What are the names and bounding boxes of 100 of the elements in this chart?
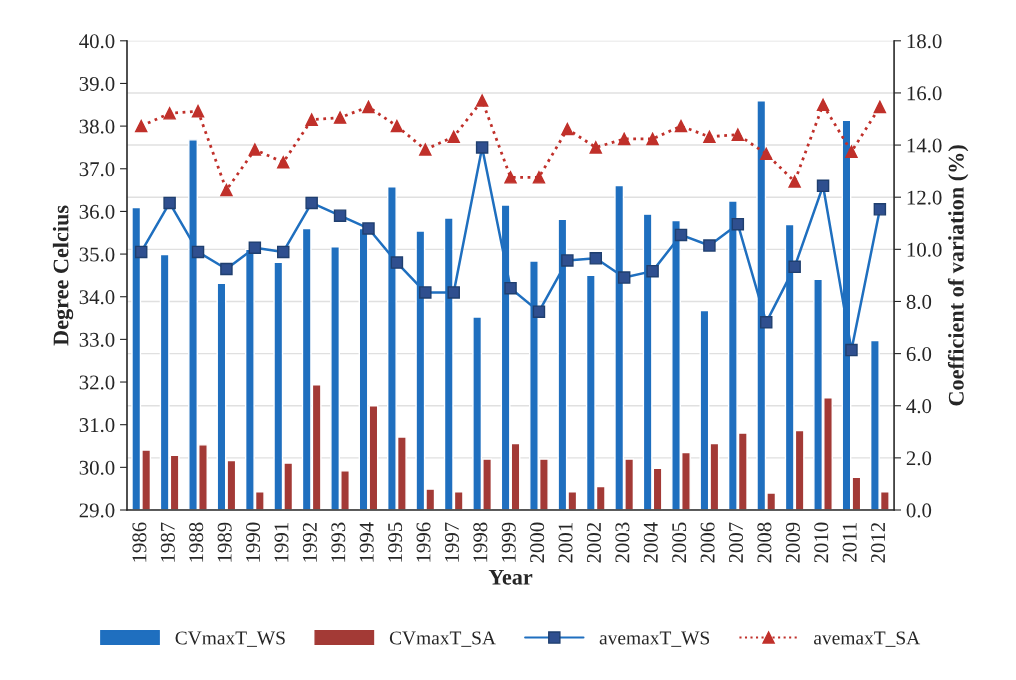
x-tick-label: 2003 [615, 522, 630, 563]
point [617, 271, 631, 284]
point [447, 130, 460, 144]
point [589, 252, 603, 265]
point [731, 217, 745, 231]
x-axis-title: Year [488, 569, 533, 585]
x-tick-label: 1988 [189, 522, 204, 562]
x-tick-label: 2000 [530, 522, 545, 563]
x-tick-label: 1989 [217, 522, 232, 562]
y2-tick-label: 6.0 [906, 346, 932, 362]
point [191, 104, 205, 118]
x-tick-label: 1994 [359, 522, 374, 562]
point [674, 119, 688, 133]
y2-tick-label: 8.0 [906, 294, 932, 309]
y-tick-label: 35.0 [79, 247, 115, 262]
point [703, 130, 716, 144]
x-tick-label: 2010 [814, 522, 829, 563]
point [305, 113, 318, 126]
point [646, 264, 659, 278]
point [845, 145, 858, 158]
point [390, 256, 404, 269]
y-tick-label: 37.0 [79, 162, 115, 177]
point [333, 209, 347, 222]
y-tick-label: 33.0 [79, 332, 115, 347]
x-tick-label: 1986 [132, 522, 147, 562]
x-tick-label: 1991 [274, 523, 289, 562]
point [220, 183, 233, 197]
point [589, 141, 603, 154]
point [163, 196, 176, 210]
legend-label: CVmaxT_SA [389, 631, 496, 647]
y2-tick-label: 16.0 [907, 86, 942, 101]
point [532, 305, 546, 318]
x-tick-label: 2005 [672, 522, 687, 563]
x-tick-label: 2009 [785, 522, 800, 563]
y-tick-label: 36.0 [79, 204, 115, 219]
point [475, 94, 489, 107]
point [305, 196, 318, 210]
x-tick-label: 1995 [388, 522, 403, 562]
point [134, 119, 148, 133]
x-tick-label: 2012 [871, 522, 886, 563]
point [561, 254, 574, 267]
y-tick-label: 31.0 [79, 418, 115, 433]
x-tick-label: 2004 [643, 522, 658, 563]
y-tick-label: 32.0 [79, 375, 115, 390]
point [788, 260, 801, 274]
x-tick-label: 1993 [331, 522, 346, 562]
y-tick-label: 39.0 [79, 76, 115, 91]
x-tick-label: 1998 [473, 522, 488, 562]
x-tick-label: 1992 [302, 522, 317, 562]
point [277, 245, 290, 259]
point [220, 262, 233, 276]
point [475, 141, 489, 154]
y-tick-label: 38.0 [79, 119, 115, 134]
y2-tick-label: 18.0 [907, 34, 942, 49]
x-tick-label: 1996 [416, 522, 431, 562]
point [390, 119, 404, 133]
point [845, 343, 858, 357]
point [646, 132, 659, 146]
y-tick-label: 34.0 [79, 290, 115, 305]
point [134, 245, 148, 259]
point [163, 107, 176, 120]
point [362, 100, 375, 114]
point [703, 239, 716, 252]
y-tick-label: 29.0 [79, 503, 115, 518]
point [788, 175, 801, 188]
y2-tick-label: 2.0 [906, 451, 932, 466]
y2-tick-label: 0.0 [906, 503, 932, 518]
point [759, 316, 773, 329]
point [447, 286, 460, 299]
point [333, 111, 347, 124]
x-tick-label: 1990 [246, 522, 261, 562]
point [248, 241, 262, 254]
point [816, 179, 830, 193]
x-tick-label: 2006 [700, 522, 715, 563]
point [731, 128, 745, 141]
x-tick-label: 1987 [160, 522, 175, 562]
legend-label: avemaxT_SA [814, 631, 921, 647]
y2-tick-label: 4.0 [906, 399, 932, 414]
y2-tick-label: 12.0 [907, 190, 942, 205]
point [419, 143, 432, 156]
y2-axis-title: Coefficient of variation (%) [947, 145, 969, 406]
y2-tick-label: 14.0 [907, 138, 942, 153]
point [561, 122, 574, 136]
y2-tick-label: 10.0 [907, 242, 942, 257]
x-tick-label: 1997 [444, 522, 459, 562]
y-axis-title: Degree Celcius [52, 205, 74, 346]
x-tick-label: 2007 [728, 522, 744, 563]
legend-label: avemaxT_WS [599, 631, 710, 647]
x-tick-label: 1999 [501, 522, 516, 562]
y-tick-label: 30.0 [79, 460, 115, 475]
point [873, 203, 887, 216]
x-tick-label: 2008 [757, 522, 772, 563]
point [191, 245, 205, 259]
point [504, 171, 517, 184]
point [674, 228, 688, 242]
y-tick-label: 40.0 [79, 34, 115, 49]
x-tick-label: 2002 [586, 522, 601, 563]
point [248, 143, 262, 156]
point [816, 98, 830, 112]
point [532, 171, 546, 184]
